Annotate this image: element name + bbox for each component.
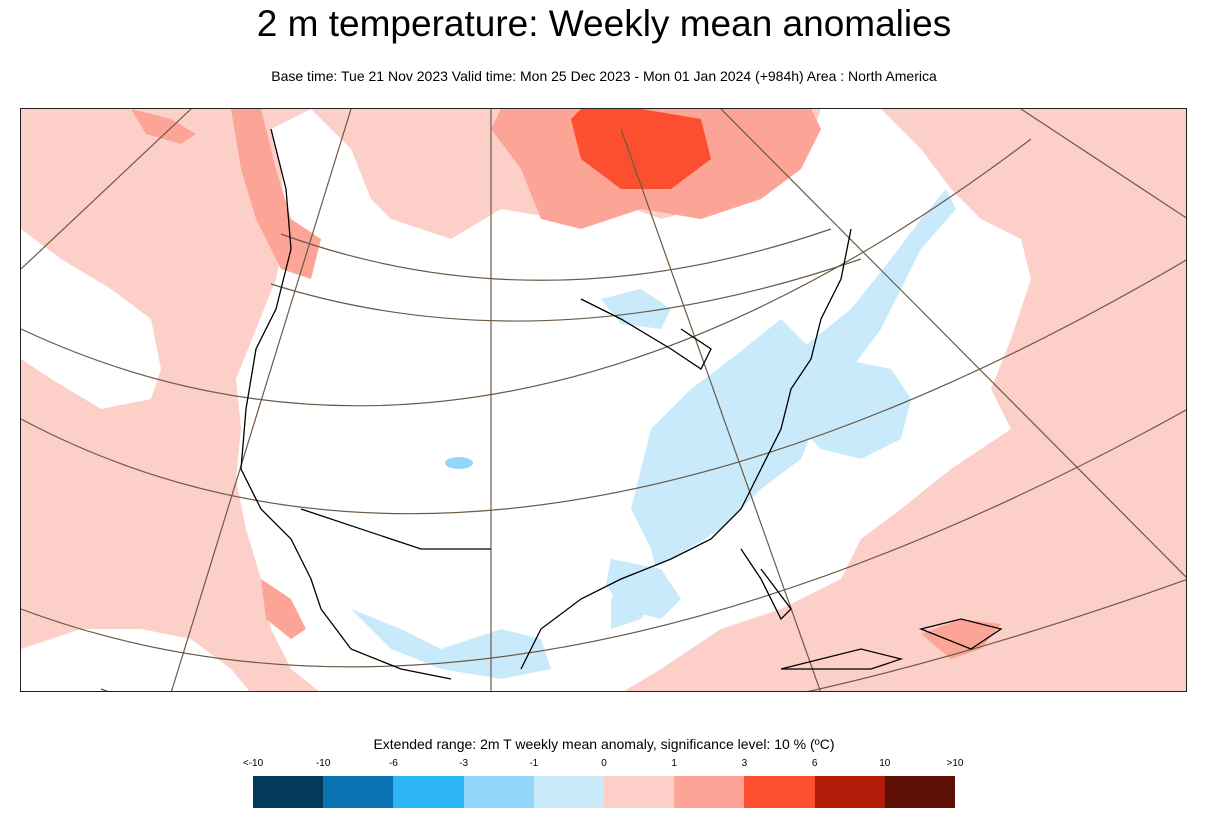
baja-warm-patch [261, 579, 306, 639]
legend-label: -3 [459, 758, 469, 769]
legend-label: 10 [879, 758, 891, 769]
legend-label: -1 [529, 758, 539, 769]
graticule [21, 109, 1186, 691]
hudson-strong-warm-anomaly [571, 109, 711, 189]
legend-swatch [884, 776, 956, 808]
legend-swatch [463, 776, 534, 808]
legend-labels: <-10 -10 -6 -3 -1 0 1 3 6 10 >10 [243, 758, 964, 772]
eastern-us-cold-anomaly [611, 319, 821, 629]
anomaly-map [20, 108, 1187, 692]
legend-label: <-10 [242, 758, 264, 769]
legend-label: 6 [811, 758, 818, 769]
mexico-cold-anomaly [351, 609, 551, 679]
legend-label: 0 [601, 758, 607, 769]
atlantic-cold-anomaly [801, 189, 956, 399]
pacific-neutral-patch [21, 229, 161, 409]
legend-swatch [253, 776, 324, 808]
pacific-warm-patch [131, 109, 196, 144]
legend-swatch [393, 776, 464, 808]
map-subtitle: Base time: Tue 21 Nov 2023 Valid time: M… [271, 68, 937, 84]
coastlines [240, 128, 1003, 680]
legend-title: Extended range: 2m T weekly mean anomaly… [373, 736, 835, 752]
offshore-cold-anomaly [791, 359, 911, 459]
legend-label: -10 [315, 758, 331, 769]
legend-swatch [674, 776, 745, 808]
gulf-cold-anomaly [606, 559, 681, 619]
interior-cold-spot [445, 457, 473, 469]
legend-label: >10 [946, 758, 964, 769]
legend-swatch [814, 776, 885, 808]
legend-swatch [744, 776, 815, 808]
legend-label: 1 [671, 758, 677, 769]
west-coast-warm-band [231, 109, 321, 279]
legend-color-bar [253, 776, 956, 808]
great-lakes-cold-anomaly [601, 289, 671, 329]
map-title: 2 m temperature: Weekly mean anomalies [256, 3, 952, 44]
map-canvas [21, 109, 1186, 691]
legend-swatch [604, 776, 675, 808]
caribbean-warm-anomaly [921, 619, 1001, 659]
neutral-anomaly-region [236, 109, 1031, 691]
southwest-neutral-patch [21, 629, 250, 691]
legend-label: 3 [741, 758, 748, 769]
legend-swatch [533, 776, 605, 808]
legend-swatch [323, 776, 394, 808]
legend-label: -6 [388, 758, 398, 769]
